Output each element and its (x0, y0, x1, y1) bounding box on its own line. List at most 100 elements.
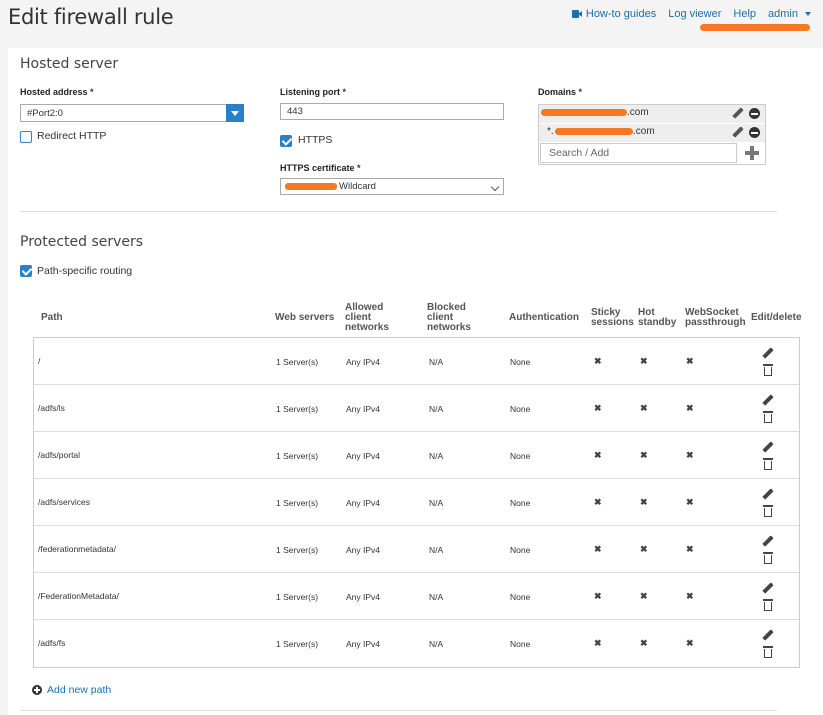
pencil-icon[interactable] (762, 536, 774, 548)
pencil-icon[interactable] (762, 442, 774, 454)
howto-guides-link[interactable]: How-to guides (571, 8, 656, 20)
trash-icon[interactable] (763, 364, 773, 376)
pencil-icon[interactable] (762, 583, 774, 595)
required-mark: * (342, 87, 347, 97)
column-header-edit-delete: Edit/delete (751, 312, 802, 323)
add-new-path-button[interactable]: Add new path (32, 684, 111, 696)
x-mark-icon: ✖ (686, 356, 694, 366)
column-header-path: Path (41, 312, 63, 323)
listening-port-input[interactable]: 443 (280, 103, 504, 120)
remove-circle-icon[interactable] (749, 108, 760, 119)
table-row[interactable]: /adfs/fs 1 Server(s) Any IPv4 N/A None ✖… (34, 620, 799, 667)
x-mark-icon: ✖ (640, 356, 648, 366)
required-mark: * (578, 87, 583, 97)
column-header-allowed: Allowed client networks (345, 302, 389, 333)
top-navigation: How-to guides Log viewer Help admin (571, 8, 811, 20)
column-header-hot-standby: Hot standby (638, 307, 677, 328)
allowed-cell: Any IPv4 (346, 545, 381, 555)
remove-circle-icon[interactable] (749, 127, 760, 138)
web-servers-cell: 1 Server(s) (276, 592, 319, 602)
section-divider (20, 710, 777, 711)
pencil-icon[interactable] (762, 489, 774, 501)
web-servers-cell: 1 Server(s) (276, 357, 319, 367)
video-camera-icon (571, 10, 582, 18)
x-mark-icon: ✖ (640, 591, 648, 601)
domain-item: .com (539, 105, 765, 123)
blocked-cell: N/A (429, 639, 444, 649)
help-link[interactable]: Help (733, 8, 757, 20)
x-mark-icon: ✖ (686, 450, 694, 460)
redirect-http-label: Redirect HTTP (37, 130, 107, 142)
x-mark-icon: ✖ (594, 497, 602, 507)
https-certificate-label-text: HTTPS certificate (280, 163, 355, 173)
table-row[interactable]: /federationmetadata/ 1 Server(s) Any IPv… (34, 526, 799, 573)
blocked-cell: N/A (429, 404, 444, 414)
x-mark-icon: ✖ (640, 544, 648, 554)
pencil-icon[interactable] (732, 108, 744, 120)
table-row[interactable]: /adfs/ls 1 Server(s) Any IPv4 N/A None ✖… (34, 385, 799, 432)
x-mark-icon: ✖ (594, 591, 602, 601)
domains-list: .com *. .com Search / Add (538, 104, 766, 165)
hosted-address-select[interactable]: #Port2:0 (20, 104, 244, 122)
x-mark-icon: ✖ (686, 403, 694, 413)
caret-down-icon (805, 12, 811, 16)
path-routing-label: Path-specific routing (37, 265, 133, 277)
path-cell: /adfs/ls (38, 403, 65, 413)
hosted-address-label-text: Hosted address (20, 87, 88, 97)
trash-icon[interactable] (763, 599, 773, 611)
auth-cell: None (510, 545, 531, 555)
redirect-http-checkbox[interactable] (20, 131, 32, 143)
section-divider (20, 211, 777, 212)
x-mark-icon: ✖ (640, 450, 648, 460)
redaction-mark (285, 183, 337, 190)
log-viewer-link[interactable]: Log viewer (668, 8, 722, 20)
redaction-mark (541, 109, 627, 116)
auth-cell: None (510, 451, 531, 461)
https-certificate-select[interactable]: Wildcard (280, 178, 504, 195)
pencil-icon[interactable] (762, 395, 774, 407)
plus-icon[interactable] (745, 146, 759, 160)
column-header-blocked: Blocked client networks (427, 302, 471, 333)
domain-search-input[interactable]: Search / Add (540, 143, 737, 163)
auth-cell: None (510, 639, 531, 649)
dropdown-button-icon[interactable] (226, 104, 244, 122)
pencil-icon[interactable] (732, 127, 744, 139)
x-mark-icon: ✖ (686, 544, 694, 554)
table-row[interactable]: /adfs/portal 1 Server(s) Any IPv4 N/A No… (34, 432, 799, 479)
x-mark-icon: ✖ (640, 403, 648, 413)
trash-icon[interactable] (763, 411, 773, 423)
trash-icon[interactable] (763, 646, 773, 658)
web-servers-cell: 1 Server(s) (276, 498, 319, 508)
allowed-cell: Any IPv4 (346, 451, 381, 461)
page-title: Edit firewall rule (8, 5, 174, 29)
column-header-authentication: Authentication (509, 312, 579, 323)
blocked-cell: N/A (429, 451, 444, 461)
x-mark-icon: ✖ (594, 403, 602, 413)
path-routing-checkbox[interactable] (20, 265, 32, 277)
x-mark-icon: ✖ (594, 544, 602, 554)
pencil-icon[interactable] (762, 348, 774, 360)
auth-cell: None (510, 592, 531, 602)
listening-port-label: Listening port * (280, 87, 346, 97)
table-row[interactable]: / 1 Server(s) Any IPv4 N/A None ✖ ✖ ✖ (34, 338, 799, 385)
column-header-web-servers: Web servers (275, 312, 335, 323)
trash-icon[interactable] (763, 458, 773, 470)
table-row[interactable]: /adfs/services 1 Server(s) Any IPv4 N/A … (34, 479, 799, 526)
path-cell: /adfs/services (38, 497, 90, 507)
https-certificate-label: HTTPS certificate * (280, 163, 361, 173)
blocked-cell: N/A (429, 592, 444, 602)
path-cell: /adfs/portal (38, 450, 81, 460)
https-checkbox[interactable] (280, 135, 292, 147)
table-row[interactable]: /FederationMetadata/ 1 Server(s) Any IPv… (34, 573, 799, 620)
auth-cell: None (510, 404, 531, 414)
allowed-cell: Any IPv4 (346, 592, 381, 602)
allowed-cell: Any IPv4 (346, 357, 381, 367)
allowed-cell: Any IPv4 (346, 498, 381, 508)
trash-icon[interactable] (763, 505, 773, 517)
path-cell: /federationmetadata/ (38, 544, 116, 554)
allowed-cell: Any IPv4 (346, 639, 381, 649)
trash-icon[interactable] (763, 552, 773, 564)
pencil-icon[interactable] (762, 630, 774, 642)
blocked-cell: N/A (429, 357, 444, 367)
admin-menu[interactable]: admin (768, 8, 811, 20)
